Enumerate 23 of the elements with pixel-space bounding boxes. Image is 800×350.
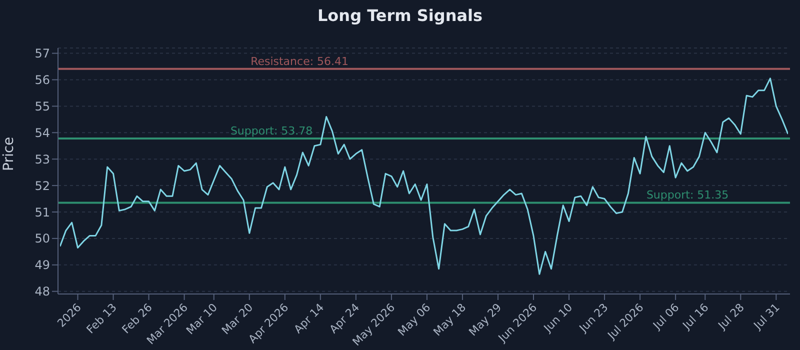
y-axis-title: Price bbox=[0, 136, 17, 171]
ref-line-label: Support: 53.78 bbox=[230, 124, 313, 138]
x-tick-label: Jul 31 bbox=[750, 300, 782, 333]
y-tick-label: 48 bbox=[34, 284, 50, 299]
x-tick-label: Feb 13 bbox=[84, 300, 120, 336]
y-tick-label: 54 bbox=[34, 126, 50, 140]
chart-title: Long Term Signals bbox=[316, 6, 484, 25]
x-tick-label: Jul 28 bbox=[715, 300, 747, 333]
y-tick-label: 55 bbox=[34, 99, 50, 114]
x-tick-label: Apr 14 bbox=[292, 300, 327, 336]
y-tick-label: 57 bbox=[34, 46, 50, 61]
y-tick-label: 49 bbox=[34, 258, 50, 272]
y-tick-label: 50 bbox=[34, 232, 50, 246]
x-tick-label: Jun 10 bbox=[540, 300, 576, 336]
x-tick-label: Jul 16 bbox=[680, 300, 712, 333]
y-tick-label: 52 bbox=[34, 178, 50, 193]
y-tick-label: 56 bbox=[34, 73, 50, 87]
ref-line-label: Support: 51.35 bbox=[646, 188, 729, 202]
ref-line-label: Resistance: 56.41 bbox=[250, 54, 349, 68]
y-tick-label: 51 bbox=[34, 205, 50, 220]
y-tick-label: 53 bbox=[34, 152, 50, 166]
line-series bbox=[60, 78, 788, 275]
x-tick-label: Jul 06 bbox=[650, 300, 682, 333]
